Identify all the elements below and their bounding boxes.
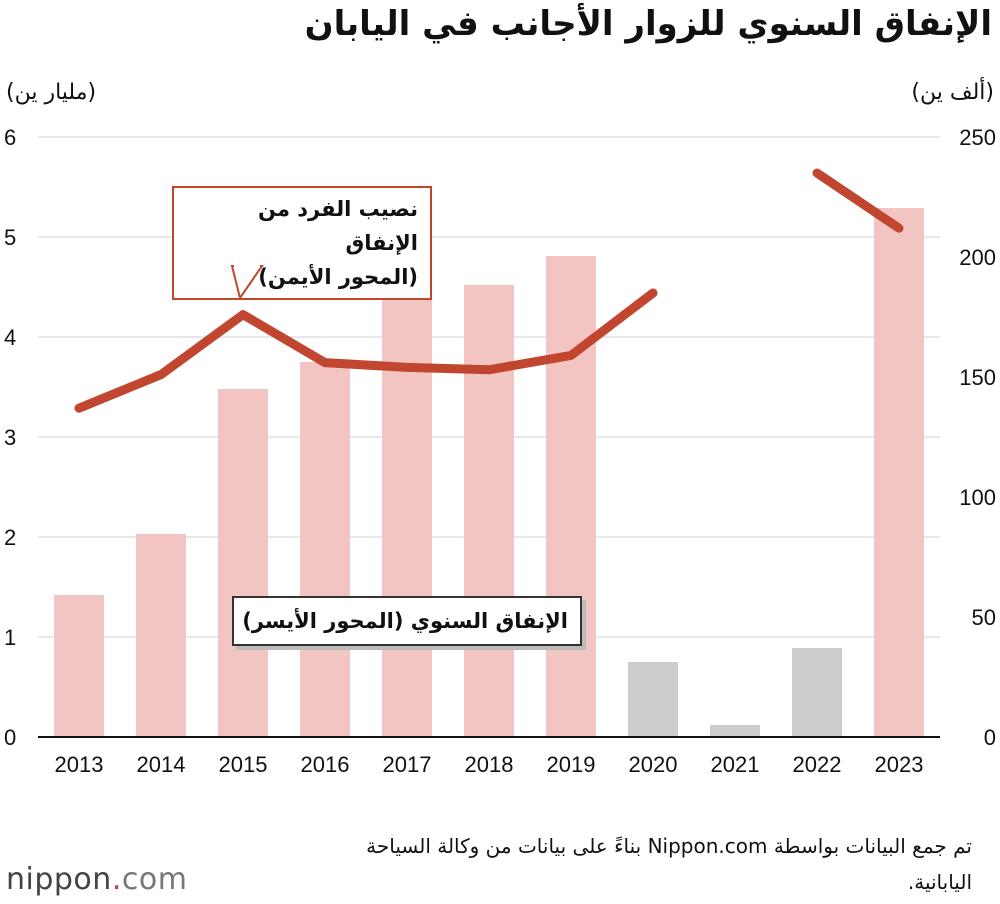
line-series-callout: نصيب الفرد من الإنفاق (المحور الأيمن) — [172, 186, 432, 300]
bar-2017 — [382, 295, 432, 737]
right-axis-unit: (ألف ين) — [911, 80, 994, 105]
chart-title: الإنفاق السنوي للزوار الأجانب في اليابان — [304, 4, 992, 44]
per-capita-line-segment-1 — [74, 288, 658, 413]
bar-2023 — [874, 208, 924, 737]
line-callout-axis: (المحور الأيمن) — [258, 265, 418, 289]
y-left-tick-label: 2 — [4, 525, 16, 550]
y-right-tick-label: 150 — [959, 365, 996, 390]
left-axis-unit: (مليار ين) — [6, 80, 97, 105]
y-left-tick-label: 4 — [4, 325, 16, 350]
y-left-tick-label: 3 — [4, 425, 16, 450]
line-callout-label: نصيب الفرد من الإنفاق — [258, 197, 418, 255]
bar-2019 — [546, 256, 596, 737]
per-capita-line-segment-2 — [812, 168, 904, 233]
y-right-tick-label: 200 — [959, 245, 996, 270]
bar-2022 — [792, 648, 842, 737]
nippon-logo: nippon.com — [6, 862, 188, 897]
y-right-tick-label: 100 — [959, 485, 996, 510]
bar-2013 — [54, 595, 104, 737]
x-tick-label-2018: 2018 — [465, 752, 514, 777]
x-tick-label-2019: 2019 — [547, 752, 596, 777]
x-tick-label-2013: 2013 — [55, 752, 104, 777]
bar-2020 — [628, 662, 678, 737]
y-left-tick-label: 0 — [4, 725, 16, 750]
x-tick-label-2021: 2021 — [711, 752, 760, 777]
bar-series-callout: الإنفاق السنوي (المحور الأيسر) — [232, 596, 582, 646]
x-tick-label-2020: 2020 — [629, 752, 678, 777]
y-left-tick-label: 6 — [4, 125, 16, 150]
y-right-tick-label: 0 — [984, 725, 996, 750]
bar-2018 — [464, 285, 514, 737]
x-tick-label-2022: 2022 — [793, 752, 842, 777]
bar-2021 — [710, 725, 760, 737]
x-tick-label-2017: 2017 — [383, 752, 432, 777]
y-left-tick-label: 5 — [4, 225, 16, 250]
x-tick-label-2015: 2015 — [219, 752, 268, 777]
x-tick-label-2023: 2023 — [875, 752, 924, 777]
y-right-tick-label: 50 — [972, 605, 996, 630]
bar-2014 — [136, 534, 186, 737]
x-tick-label-2014: 2014 — [137, 752, 186, 777]
bar-2016 — [300, 362, 350, 737]
bar-2015 — [218, 389, 268, 737]
y-left-tick-label: 1 — [4, 625, 16, 650]
x-tick-label-2016: 2016 — [301, 752, 350, 777]
source-note: تم جمع البيانات بواسطة Nippon.com بناءً … — [366, 834, 972, 894]
y-right-tick-label: 250 — [959, 125, 996, 150]
